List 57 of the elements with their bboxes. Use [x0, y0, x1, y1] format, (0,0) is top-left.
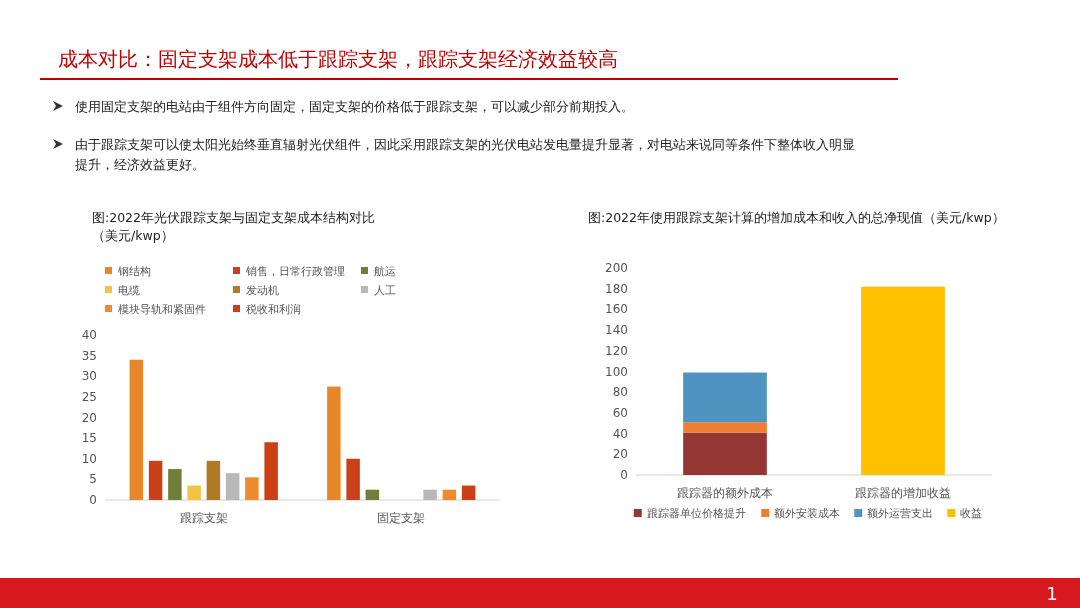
bar	[346, 458, 360, 500]
legend-label: 发动机	[246, 284, 279, 297]
y-tick-label: 160	[605, 302, 628, 317]
bar	[327, 386, 341, 500]
bar	[245, 477, 259, 500]
chart-title: 图:2022年使用跟踪支架计算的增加成本和收入的总净现值（美元/kwp）	[588, 210, 1005, 225]
bar	[225, 473, 240, 500]
x-tick-label: 跟踪器的额外成本	[677, 486, 773, 500]
legend-label: 航运	[374, 265, 396, 278]
bar	[206, 460, 221, 500]
legend-label: 收益	[960, 507, 983, 520]
bar	[423, 489, 437, 500]
y-tick-label: 140	[605, 323, 628, 338]
text: 使用固定支架的电站由于组件方向固定，固定支架的价格低于跟踪支架，可以减少部分前期投入。	[75, 99, 634, 114]
y-tick-label: 30	[81, 369, 97, 384]
legend-label: 税收和利润	[246, 303, 301, 316]
bar	[365, 489, 380, 500]
text: 1	[1046, 583, 1058, 604]
y-tick-label: 10	[81, 451, 97, 466]
legend-label: 额外运营支出	[867, 507, 934, 520]
legend-label: 模块导轨和紧固件	[118, 303, 206, 316]
y-tick-label: 180	[605, 281, 628, 296]
x-tick-label: 跟踪支架	[179, 511, 228, 525]
y-tick-label: 20	[81, 410, 97, 425]
chart-title: 图:2022年光伏跟踪支架与固定支架成本结构对比	[92, 210, 376, 225]
legend-label: 人工	[374, 284, 396, 297]
y-tick-label: 120	[605, 343, 628, 358]
y-tick-label: 15	[81, 431, 97, 446]
chart-subtitle: （美元/kwp）	[92, 228, 174, 243]
legend-label: 电缆	[118, 284, 140, 297]
y-tick-label: 60	[612, 405, 628, 420]
y-tick-label: 100	[605, 364, 628, 379]
y-tick-label: 40	[612, 426, 628, 441]
bar	[442, 489, 457, 500]
bar	[168, 469, 182, 500]
y-tick-label: 25	[81, 389, 97, 404]
y-tick-label: 40	[81, 328, 97, 342]
legend-label: 销售，日常行政管理	[245, 265, 345, 278]
text: 由于跟踪支架可以使太阳光始终垂直辐射光伏组件，因此采用跟踪支架的光伏电站发电量提升显著，对电站来说同等条件下整体收入明显提升，经济效益更好。	[75, 137, 855, 172]
bar	[148, 460, 163, 500]
y-tick-label: 80	[612, 385, 628, 400]
x-tick-label: 固定支架	[377, 511, 426, 525]
legend-label: 钢结构	[117, 265, 151, 278]
bar	[187, 485, 201, 500]
legend-label: 额外安装成本	[774, 507, 841, 520]
y-tick-label: 0	[620, 468, 628, 482]
y-tick-label: 20	[612, 447, 628, 462]
legend-label: 跟踪器单位价格提升	[646, 507, 746, 520]
bar	[264, 442, 278, 500]
y-tick-label: 200	[605, 261, 628, 275]
text: 成本对比：固定支架成本低于跟踪支架，跟踪支架经济效益较高	[58, 47, 618, 71]
bar	[129, 359, 144, 500]
y-tick-label: 35	[81, 348, 97, 363]
y-tick-label: 0	[89, 493, 97, 507]
bar	[461, 485, 476, 500]
y-tick-label: 5	[89, 472, 97, 487]
x-tick-label: 跟踪器的增加收益	[855, 486, 951, 500]
